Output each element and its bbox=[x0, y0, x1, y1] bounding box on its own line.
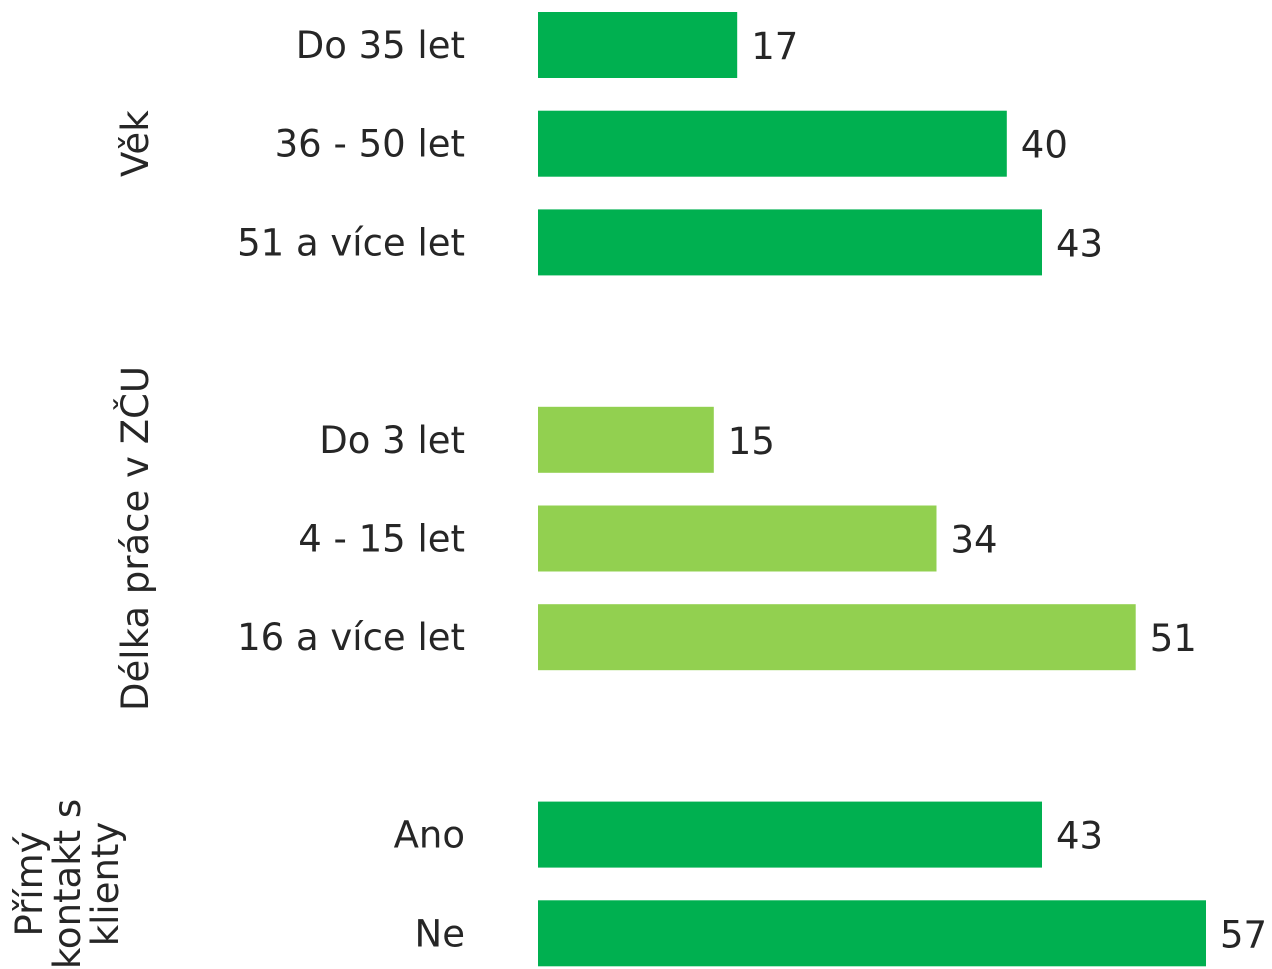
data-label: 43 bbox=[1056, 222, 1103, 265]
group-label: Přímýkontakt sklienty bbox=[8, 799, 127, 969]
bar bbox=[538, 900, 1206, 967]
category-label: Do 3 let bbox=[319, 419, 465, 462]
category-label: 51 a více let bbox=[237, 221, 465, 264]
group-label: Věk bbox=[114, 110, 157, 177]
category-label: 4 - 15 let bbox=[298, 518, 465, 561]
data-label: 15 bbox=[728, 420, 775, 463]
bar bbox=[538, 801, 1042, 868]
category-label: 36 - 50 let bbox=[275, 123, 465, 166]
category-label: Do 35 let bbox=[296, 24, 465, 67]
bar bbox=[538, 406, 714, 473]
data-label: 34 bbox=[951, 519, 998, 562]
bar bbox=[538, 505, 937, 572]
group-label-line: kontakt s bbox=[46, 799, 89, 969]
category-label: 16 a více let bbox=[237, 616, 465, 659]
data-label: 43 bbox=[1056, 815, 1103, 858]
data-label: 40 bbox=[1021, 124, 1068, 167]
bar bbox=[538, 12, 738, 78]
bar bbox=[538, 209, 1042, 276]
bar bbox=[538, 604, 1136, 671]
labels-layer: Do 35 let 17 36 - 50 let 40 51 a více let 43 V… bbox=[8, 24, 1267, 969]
data-label: 17 bbox=[751, 25, 798, 68]
group-label-line: Věk bbox=[114, 110, 157, 177]
bars-layer bbox=[538, 12, 1206, 967]
data-label: 51 bbox=[1150, 617, 1197, 660]
category-label: Ne bbox=[415, 912, 465, 955]
data-label: 57 bbox=[1220, 913, 1267, 956]
group-label: Délka práce v ZČU bbox=[113, 366, 157, 711]
category-label: Ano bbox=[394, 814, 465, 857]
group-label-line: Přímý bbox=[8, 831, 51, 936]
group-label-line: Délka práce v ZČU bbox=[113, 366, 157, 711]
group-label-line: klienty bbox=[84, 822, 127, 947]
bar bbox=[538, 110, 1007, 177]
